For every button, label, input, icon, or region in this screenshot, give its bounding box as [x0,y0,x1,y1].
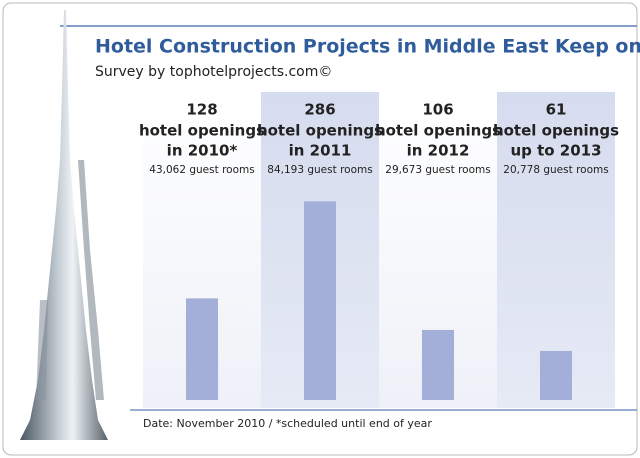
tower [20,10,108,440]
subtitle: Survey by tophotelprojects.com© [95,64,332,80]
column-label: hotel openings [257,122,383,140]
column-label: hotel openings [139,122,265,140]
value-label: 20,778 guest rooms [503,164,608,176]
footnote: Date: November 2010 / *scheduled until e… [143,417,432,430]
openings-count: 286 [304,101,335,119]
column-label: hotel openings [375,122,501,140]
openings-count: 128 [186,101,217,119]
value-label: 29,673 guest rooms [385,164,490,176]
bar [422,329,454,400]
value-label: 84,193 guest rooms [267,164,372,176]
value-label: 43,062 guest rooms [149,164,254,176]
column-label: in 2011 [289,142,352,160]
bar [304,201,336,400]
column-label: up to 2013 [510,142,601,160]
bar [540,350,572,400]
column-label: hotel openings [493,122,619,140]
openings-count: 61 [546,101,567,119]
bar [186,298,218,400]
column-label: in 2012 [407,142,470,160]
chart-title: Hotel Construction Projects in Middle Ea… [95,36,640,58]
columns [143,92,615,408]
openings-count: 106 [422,101,453,119]
column-label: in 2010* [167,142,238,160]
